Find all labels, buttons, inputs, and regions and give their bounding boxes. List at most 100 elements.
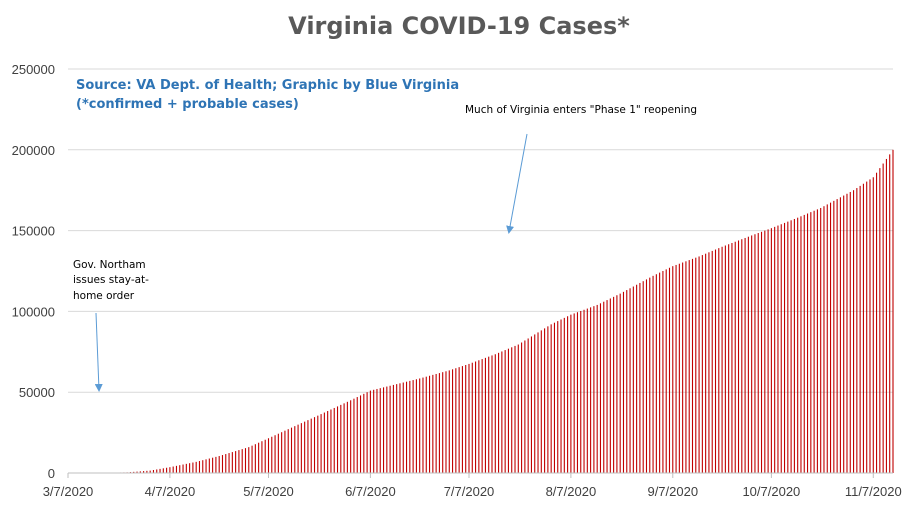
case-bar [251,445,253,473]
case-bar [244,448,247,473]
case-bar [452,369,454,473]
case-bar [192,462,194,473]
case-bar [412,380,414,473]
case-bar [879,168,881,473]
case-bar [603,301,605,473]
case-bar [547,326,549,473]
case-bar [359,395,362,473]
case-bar [241,449,243,473]
case-bar [655,274,657,473]
case-bar [751,235,753,473]
case-bar [580,310,582,473]
case-bar [780,224,782,473]
x-tick-label: 9/7/2020 [647,484,698,499]
case-bar [711,250,713,473]
case-bar [770,228,772,473]
case-bar [632,286,634,473]
case-bar [212,457,214,473]
case-bar [514,345,516,473]
x-tick-label: 11/7/2020 [845,484,902,499]
case-bar [698,256,700,473]
case-bar [550,324,552,473]
case-bar [797,217,799,473]
y-tick-label: 50000 [19,385,55,400]
case-bar [159,468,161,473]
case-bar [435,373,437,473]
y-tick-label: 250000 [12,62,55,77]
case-bar [691,258,694,473]
case-bar [714,249,717,473]
case-bar [271,436,273,473]
case-bar [471,362,473,473]
case-bar [317,415,319,473]
case-bar [695,257,697,473]
case-bar [264,439,266,473]
case-bar [189,463,191,473]
case-bar [767,229,769,473]
case-bar [507,348,509,473]
case-bar [544,328,546,473]
case-bar [166,467,168,473]
case-bar [356,397,358,473]
case-bar [718,248,720,473]
case-bar [567,316,569,473]
case-bar [576,312,579,473]
case-bar [521,342,523,473]
case-bar [185,463,187,473]
y-tick-label: 100000 [12,304,55,319]
case-bar [659,272,661,473]
case-bar [248,447,250,473]
case-bar [553,322,556,473]
case-bar [231,452,233,473]
case-bar [885,158,887,473]
case-bar [422,377,424,473]
case-bar [737,240,740,473]
case-bar [754,234,756,473]
case-bar [629,288,631,473]
stay-at-home-annotation-line-2: issues stay-at- [73,274,149,286]
case-bar [511,347,513,473]
case-bar [208,458,210,473]
chart-title: Virginia COVID-19 Cases* [288,12,630,40]
case-bar [340,404,342,473]
case-bar [744,237,746,473]
case-bar [261,441,263,473]
case-bar [175,465,178,473]
case-bar [573,313,575,473]
case-bar [399,383,401,473]
case-bar [846,193,848,474]
case-bar [527,338,529,473]
case-bar [409,380,411,473]
case-bar [402,382,404,473]
case-bar [524,340,526,473]
case-bar [304,421,306,473]
case-bar [892,149,894,474]
case-bar [537,332,539,473]
case-bar [494,354,496,473]
case-bar [672,266,674,473]
case-bar [701,255,703,473]
case-bar [218,456,220,473]
case-bar [205,459,207,473]
case-bar [284,430,286,473]
case-bar [458,367,460,473]
case-bar [405,381,408,473]
case-bar [156,469,158,473]
case-bar [596,304,598,473]
case-bar [235,451,237,473]
case-bar [300,423,302,473]
case-bar [343,403,345,473]
case-bar [350,400,352,473]
case-bar [741,239,743,473]
case-bar [238,450,240,473]
case-bar [484,357,486,473]
case-bar [688,260,690,473]
case-bar [639,282,641,473]
case-bar [277,433,279,473]
case-bar [179,465,181,473]
case-bar [330,409,332,473]
case-bar [198,461,201,473]
case-bar [448,370,450,473]
case-bar [826,204,828,473]
case-bar [313,417,316,473]
